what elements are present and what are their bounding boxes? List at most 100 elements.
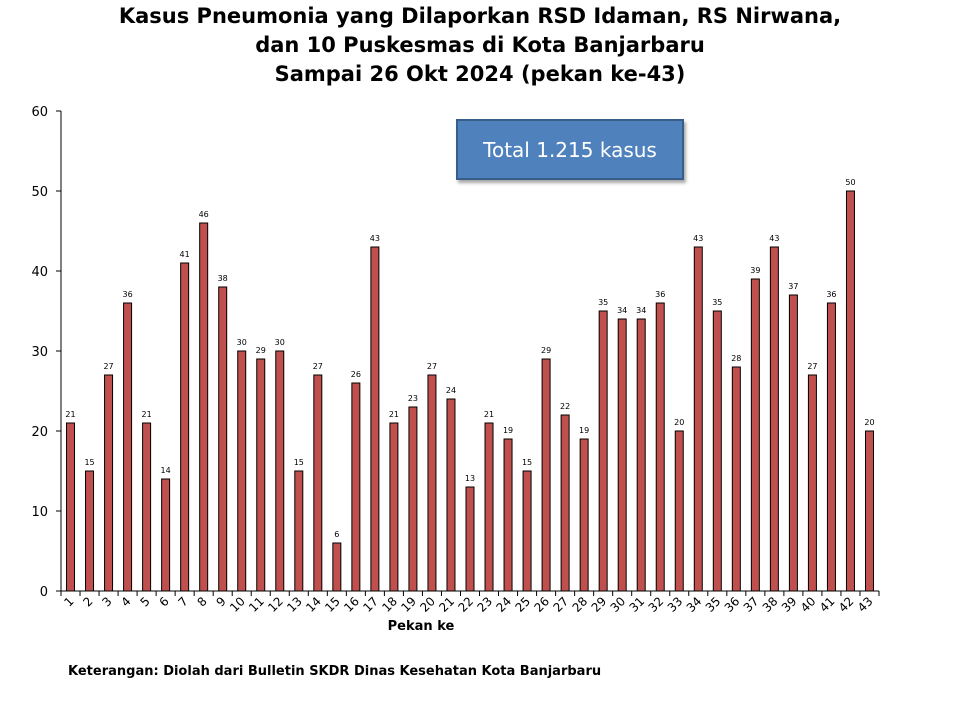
x-tick-label: 30 [608,594,629,615]
y-tick-label: 30 [31,345,48,360]
bar-value-label: 23 [408,394,418,403]
x-tick-label: 36 [722,594,743,615]
chart-title-line-1: Kasus Pneumonia yang Dilaporkan RSD Idam… [118,4,842,28]
x-tick-label: 13 [284,594,305,615]
bar-value-label: 50 [845,178,855,187]
bar-value-label: 27 [427,362,437,371]
bar [731,366,741,592]
bar [256,358,266,592]
bar-value-label: 36 [655,290,665,299]
bar-value-label: 13 [465,474,475,483]
bar [199,222,209,592]
x-tick-label: 24 [493,594,514,615]
bar [104,374,114,592]
x-tick-label: 14 [303,594,324,615]
x-tick-label: 37 [741,594,762,615]
bar [237,350,247,592]
y-tick-label: 60 [31,105,48,120]
bar-value-label: 30 [237,338,247,347]
bar-value-label: 22 [560,402,570,411]
bar-value-label: 26 [351,370,361,379]
bar [408,406,418,592]
x-tick-label: 38 [760,594,781,615]
x-tick-label: 26 [532,594,553,615]
bar-value-label: 20 [674,418,684,427]
bars: 21 15 27 36 21 14 41 46 38 30 29 30 15 27 6 26 43 21 23 27 2… [65,178,875,592]
total-cases-text: Total 1.215 kasus [483,137,657,162]
chart-title-line-2: dan 10 Puskesmas di Kota Banjarbaru [255,33,705,57]
chart-title-line-3: Sampai 26 Okt 2024 (pekan ke-43) [274,62,686,86]
bar-value-label: 35 [712,298,722,307]
bar-value-label: 27 [807,362,817,371]
bar-value-label: 43 [370,234,380,243]
bar [655,302,665,592]
bar [712,310,722,592]
x-axis: 1 2 3 4 5 6 7 8 91011121314151617181920212223242… [60,590,880,615]
bar-value-label: 43 [769,234,779,243]
x-tick-label: 12 [265,594,286,615]
bar-value-label: 21 [484,410,494,419]
x-tick-label: 8 [194,594,209,609]
bar-value-label: 15 [84,458,94,467]
x-axis-label: Pekan ke [388,619,455,634]
bar-value-label: 28 [731,354,741,363]
bar-value-label: 34 [617,306,627,315]
bar [484,422,494,592]
bar-value-label: 35 [598,298,608,307]
x-tick-label: 43 [855,594,876,615]
bar-value-label: 20 [864,418,874,427]
bar [598,310,608,592]
x-tick-label: 19 [398,594,419,615]
x-tick-label: 27 [551,594,572,615]
bar [332,542,342,592]
bar-value-label: 34 [636,306,646,315]
x-tick-label: 34 [684,594,705,615]
bar-value-label: 19 [579,426,589,435]
bar [446,398,456,592]
x-tick-label: 35 [703,594,724,615]
x-tick-label: 42 [836,594,857,615]
bar-value-label: 14 [161,466,171,475]
x-tick-label: 21 [436,594,457,615]
bar-value-label: 21 [389,410,399,419]
chart-title: Kasus Pneumonia yang Dilaporkan RSD Idam… [0,2,960,89]
x-tick-label: 6 [156,594,171,609]
x-tick-label: 33 [665,594,686,615]
bar-value-label: 15 [522,458,532,467]
bar-value-label: 29 [541,346,551,355]
bar [427,374,437,592]
x-tick-label: 29 [589,594,610,615]
x-tick-label: 11 [246,594,267,615]
x-tick-label: 20 [417,594,438,615]
x-tick-label: 5 [137,594,152,609]
bar [313,374,323,592]
bar [541,358,551,592]
x-tick-label: 16 [341,594,362,615]
x-tick-label: 40 [798,594,819,615]
bar [123,302,133,592]
bar-value-label: 19 [503,426,513,435]
bar [788,294,798,592]
bar [674,430,684,592]
bar [845,190,855,592]
x-tick-label: 28 [570,594,591,615]
x-tick-label: 17 [360,594,381,615]
x-tick-label: 15 [322,594,343,615]
bar [693,246,703,592]
x-tick-label: 1 [61,594,76,609]
bar [636,318,646,592]
total-cases-callout: Total 1.215 kasus [456,119,684,180]
x-tick-label: 2 [80,594,95,609]
x-tick-label: 32 [646,594,667,615]
x-tick-label: 22 [455,594,476,615]
bar [560,414,570,592]
bar-value-label: 30 [275,338,285,347]
bar [522,470,532,592]
bar [465,486,475,592]
bar [294,470,304,592]
bar [161,478,171,592]
bar-value-label: 21 [142,410,152,419]
bar-value-label: 27 [103,362,113,371]
x-tick-label: 25 [512,594,533,615]
bar-value-label: 15 [294,458,304,467]
